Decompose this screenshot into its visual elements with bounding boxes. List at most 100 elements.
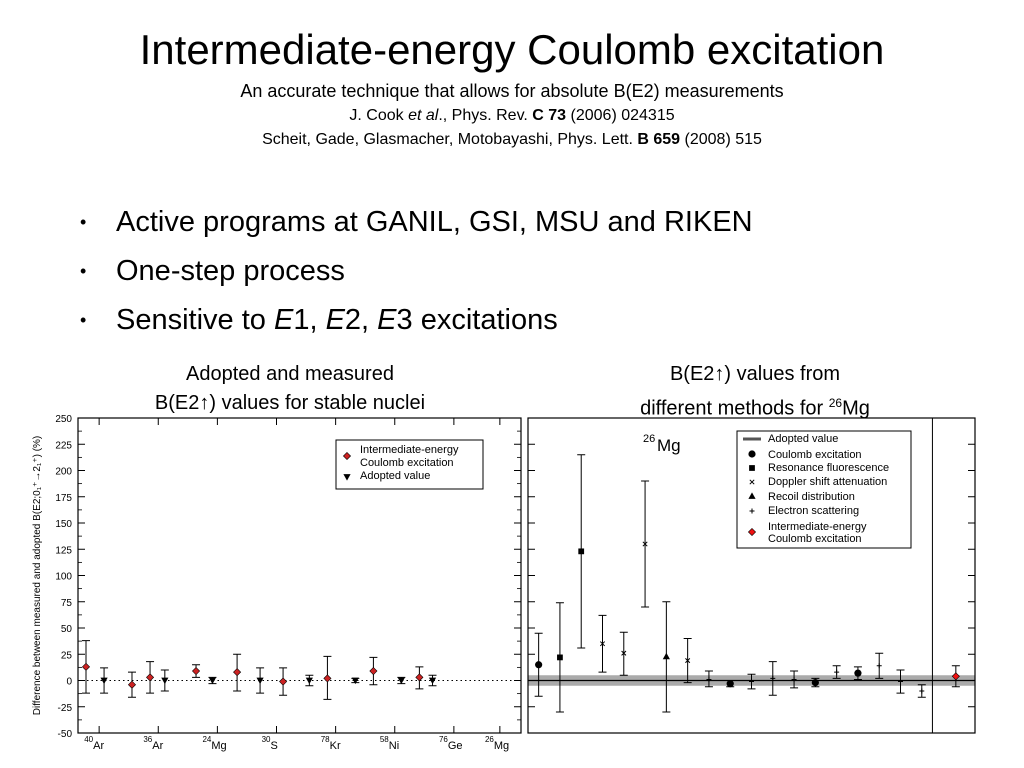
y-tick-label: 200 (55, 467, 72, 478)
data-point-diamond (81, 662, 91, 671)
y-tick-label: 75 (61, 598, 73, 609)
x-tick-symbol: Mg (494, 740, 509, 752)
x-tick-mass: 24 (202, 735, 211, 744)
y-tick-label: 50 (61, 624, 73, 635)
x-tick-symbol: Ge (448, 740, 463, 752)
y-axis-label: Difference between measured and adopted … (32, 436, 43, 716)
x-tick-mass: 76 (439, 735, 448, 744)
data-point-triangle (748, 492, 756, 499)
annotation-mass: 26 (643, 433, 655, 445)
y-tick-label: -50 (58, 729, 73, 740)
ref1-volume: C 73 (532, 107, 567, 124)
data-point-diamond (323, 674, 332, 683)
data-point-plus (791, 676, 797, 682)
data-point-circle (726, 680, 734, 688)
reference-cook: J. Cook et al., Phys. Rev. C 73 (2006) 0… (0, 106, 1024, 126)
caption-text: different methods for (640, 397, 829, 420)
legend-entry: Doppler shift attenuation (768, 476, 887, 488)
bullet-e-symbol: E (273, 304, 294, 336)
caption-line: B(E2↑) values for stable nuclei (154, 392, 426, 414)
y-tick-label: 250 (55, 414, 72, 425)
page-title: Intermediate-energy Coulomb excitation (139, 26, 885, 73)
y-tick-label: 125 (55, 545, 72, 556)
data-point-x (621, 650, 627, 656)
data-point-plus (770, 675, 776, 681)
data-point-plus (749, 679, 754, 685)
x-tick-symbol: Kr (330, 740, 341, 752)
x-tick-symbol: Mg (211, 740, 226, 752)
bullet-text: 3 excitations (396, 304, 558, 336)
data-point-plus (898, 679, 903, 685)
legend-entry: Intermediate-energy (768, 521, 867, 533)
ref2-volume: B 659 (637, 131, 681, 148)
y-tick-label: 150 (55, 519, 72, 530)
ref1-journal: ., Phys. Rev. (438, 107, 533, 124)
x-tick-mass: 26 (485, 735, 494, 744)
data-point-circle (854, 669, 862, 677)
bullet-list: Active programs at GANIL, GSI, MSU and R… (80, 198, 753, 345)
data-point-square (557, 654, 563, 661)
data-point-diamond (951, 672, 960, 681)
x-tick-symbol: S (271, 740, 278, 752)
data-point-plus (706, 676, 712, 682)
legend-entry: Resonance fluorescence (768, 462, 889, 474)
page-subtitle: An accurate technique that allows for ab… (240, 81, 784, 101)
data-point-circle (535, 661, 543, 669)
annotation-symbol: Mg (657, 436, 681, 455)
caption-mass: 26 (828, 396, 843, 410)
data-point-x (642, 541, 648, 547)
bullet-item: Active programs at GANIL, GSI, MSU and R… (80, 198, 753, 247)
data-point-triangle-down (161, 677, 169, 685)
data-point-triangle-down (428, 677, 437, 685)
x-tick-mass: 58 (380, 735, 389, 744)
right-chart-caption: B(E2↑) values from different methods for… (580, 360, 930, 424)
x-tick-mass: 30 (262, 735, 271, 744)
legend-entry: Adopted value (768, 433, 838, 445)
y-tick-label: 100 (55, 572, 72, 583)
ref1-year: (2006) 024315 (566, 107, 675, 124)
y-tick-label: 225 (55, 440, 72, 451)
legend-entry: Coulomb excitation (768, 449, 862, 461)
data-point-triangle-down (208, 677, 217, 685)
data-point-diamond (192, 667, 201, 676)
data-point-square (749, 465, 755, 471)
ref2-year: (2008) 515 (680, 131, 762, 148)
caption-symbol: Mg (842, 397, 870, 420)
data-point-diamond (342, 451, 352, 461)
data-point-plus (834, 669, 840, 675)
legend-entry: Adopted value (360, 470, 430, 482)
data-point-plus (876, 663, 882, 669)
data-point-x (685, 657, 691, 664)
data-point-diamond (369, 667, 378, 676)
x-tick-symbol: Ar (93, 740, 104, 752)
y-tick-label: 0 (66, 677, 72, 688)
data-point-triangle-down (343, 474, 351, 481)
bullet-e-symbol: E (377, 304, 397, 336)
legend-entry: Electron scattering (768, 505, 859, 517)
data-point-diamond (747, 527, 757, 537)
y-tick-label: 25 (61, 650, 73, 661)
caption-line: different methods for 26Mg (580, 389, 930, 424)
ref1-authors: J. Cook (349, 107, 409, 124)
legend-box (736, 430, 912, 549)
data-point-plus (919, 688, 925, 694)
data-point-diamond (233, 668, 242, 677)
data-point-triangle-down (397, 677, 405, 685)
data-point-diamond (127, 680, 137, 689)
data-point-triangle-down (351, 677, 359, 685)
reference-scheit: Scheit, Gade, Glasmacher, Motobayashi, P… (0, 130, 1024, 150)
right-legend: Adopted value Coulomb excitationResonance… (736, 430, 912, 549)
data-point-x (749, 479, 755, 485)
x-tick-mass: 40 (84, 735, 93, 744)
x-tick-mass: 36 (143, 735, 152, 744)
left-chart: -50 -25 0 25 50 75 100 125 150 175 200 225 250 Differ… (32, 414, 522, 752)
bullet-text: 2, (344, 304, 378, 336)
data-point-triangle (662, 652, 670, 660)
bullet-item: One-step process (80, 247, 753, 296)
x-tick-symbol: Ni (389, 740, 399, 752)
x-tick-symbol: Ar (152, 740, 163, 752)
data-point-square (578, 548, 585, 555)
y-tick-label: -25 (58, 703, 73, 714)
